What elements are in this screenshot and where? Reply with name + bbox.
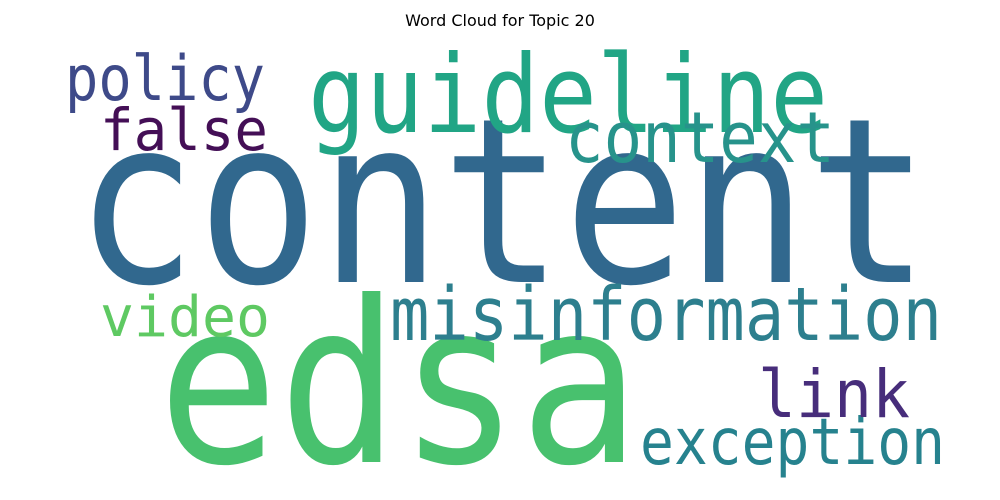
word-guideline: guideline (308, 33, 828, 158)
word-false: false (100, 96, 268, 164)
word-video: video (100, 285, 270, 350)
word-edsa: edsa (158, 254, 640, 500)
word-context: context (565, 97, 835, 179)
word-exception: exception (640, 406, 945, 480)
chart-title: Word Cloud for Topic 20 (405, 11, 595, 30)
word-link: link (758, 356, 910, 433)
word-misinformation: misinformation (390, 272, 942, 358)
word-content: content (75, 70, 930, 337)
word-policy: policy (65, 42, 265, 115)
